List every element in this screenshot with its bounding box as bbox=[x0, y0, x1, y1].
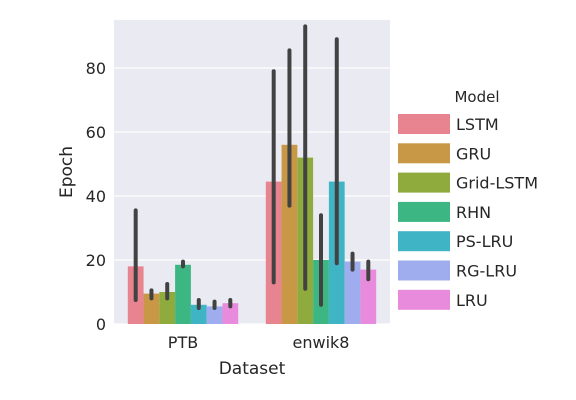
y-tick-label: 80 bbox=[86, 59, 106, 78]
legend-entry: RG-LRU bbox=[456, 262, 517, 281]
legend-entry: PS-LRU bbox=[456, 232, 513, 251]
y-tick-label: 20 bbox=[86, 251, 106, 270]
bar bbox=[190, 304, 207, 324]
legend-entry: Grid-LSTM bbox=[456, 174, 538, 193]
legend-swatch bbox=[398, 143, 450, 164]
bar bbox=[206, 306, 223, 324]
error-bars bbox=[133, 24, 371, 310]
bar bbox=[143, 293, 160, 324]
legend-swatch bbox=[398, 231, 450, 252]
legend-swatch bbox=[398, 114, 450, 134]
y-axis-label: Epoch bbox=[57, 146, 77, 198]
bar bbox=[344, 261, 361, 324]
bar bbox=[175, 264, 191, 324]
x-axis-label: Dataset bbox=[219, 359, 286, 379]
y-tick-label: 40 bbox=[86, 187, 106, 206]
legend-entry: LRU bbox=[456, 291, 488, 310]
x-tick-label: enwik8 bbox=[293, 333, 350, 352]
y-ticks: 0 20 40 60 80 bbox=[86, 59, 106, 334]
y-tick-label: 60 bbox=[86, 123, 106, 142]
legend-swatch bbox=[398, 172, 450, 193]
legend-entry: LSTM bbox=[456, 115, 499, 134]
legend-swatch bbox=[398, 289, 450, 310]
bar bbox=[159, 292, 176, 324]
legend-entry: RHN bbox=[456, 203, 491, 222]
legend-swatch bbox=[398, 260, 450, 281]
bar bbox=[222, 303, 239, 324]
y-tick-label: 0 bbox=[96, 315, 106, 334]
bar bbox=[360, 269, 377, 324]
bar bbox=[281, 144, 298, 324]
legend: Model LSTM GRU Grid-LSTM RHN PS-LRU RG-LRU LRU bbox=[398, 88, 538, 310]
legend-title: Model bbox=[454, 88, 499, 106]
x-ticks: PTB enwik8 bbox=[168, 333, 350, 352]
legend-entry: GRU bbox=[456, 144, 491, 163]
x-tick-label: PTB bbox=[168, 333, 198, 352]
legend-swatch bbox=[398, 201, 450, 222]
